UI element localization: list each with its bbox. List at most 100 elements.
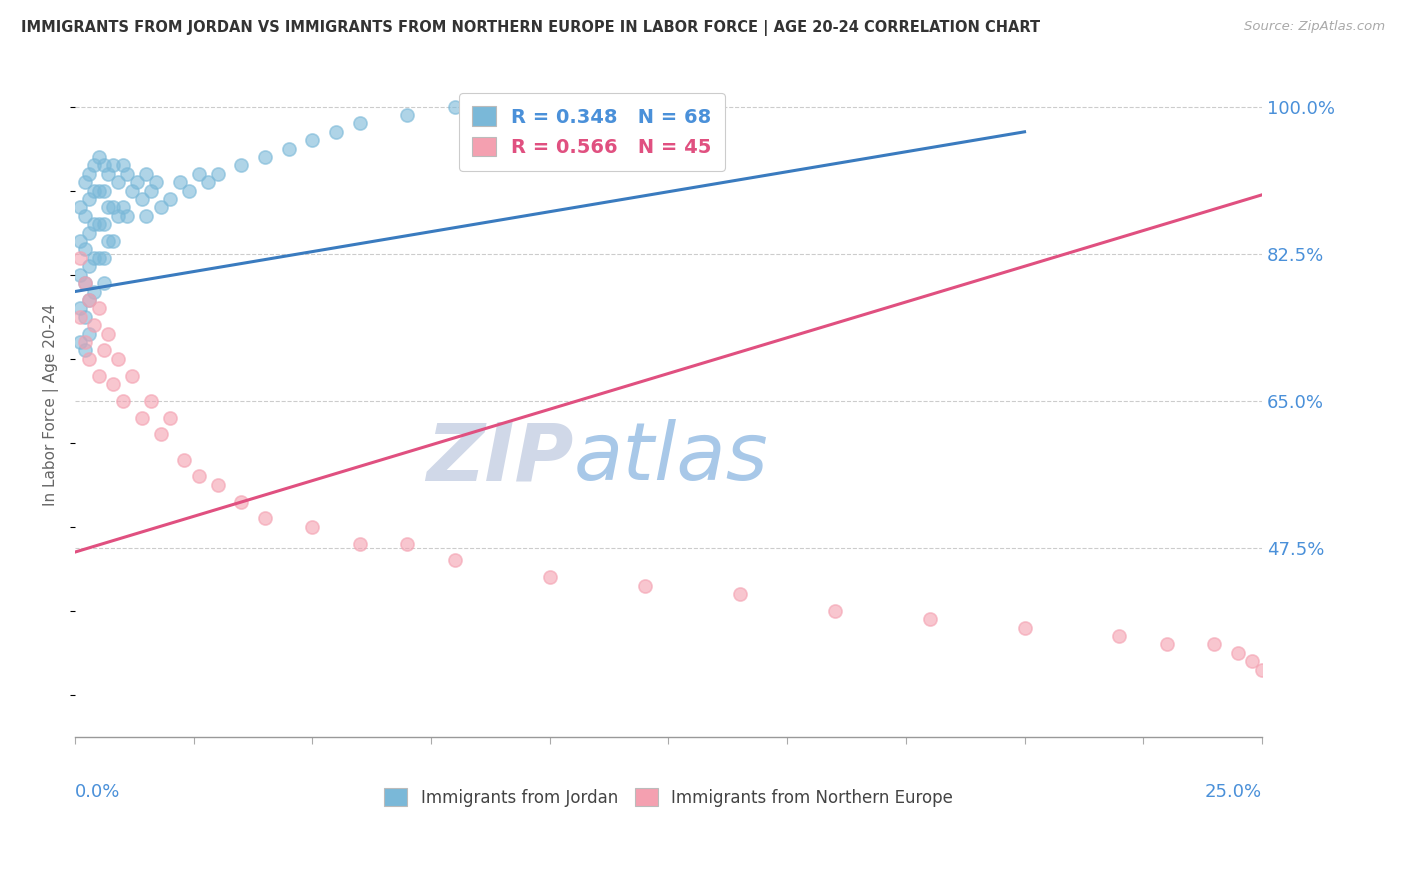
Point	[97, 167, 120, 181]
Point	[444, 100, 467, 114]
Point	[231, 494, 253, 508]
Point	[83, 285, 105, 299]
Point	[79, 260, 101, 274]
Point	[173, 452, 195, 467]
Point	[73, 209, 96, 223]
Point	[79, 326, 101, 341]
Point	[1346, 713, 1368, 727]
Point	[93, 343, 115, 358]
Point	[107, 175, 129, 189]
Text: IMMIGRANTS FROM JORDAN VS IMMIGRANTS FROM NORTHERN EUROPE IN LABOR FORCE | AGE 2: IMMIGRANTS FROM JORDAN VS IMMIGRANTS FRO…	[21, 20, 1040, 36]
Point	[231, 158, 253, 172]
Point	[301, 520, 323, 534]
Point	[1251, 663, 1274, 677]
Point	[97, 234, 120, 248]
Point	[111, 393, 134, 408]
Point	[93, 184, 115, 198]
Point	[444, 553, 467, 567]
Point	[79, 167, 101, 181]
Point	[101, 376, 124, 391]
Point	[491, 100, 513, 114]
Point	[117, 167, 139, 181]
Point	[101, 201, 124, 215]
Point	[396, 108, 419, 122]
Point	[139, 184, 162, 198]
Point	[159, 192, 181, 206]
Point	[83, 158, 105, 172]
Point	[1298, 696, 1320, 710]
Point	[73, 276, 96, 290]
Text: atlas: atlas	[574, 419, 768, 497]
Point	[73, 243, 96, 257]
Point	[301, 133, 323, 147]
Point	[73, 276, 96, 290]
Point	[253, 150, 276, 164]
Point	[87, 251, 110, 265]
Point	[93, 158, 115, 172]
Point	[135, 209, 157, 223]
Point	[117, 209, 139, 223]
Point	[149, 201, 172, 215]
Point	[83, 184, 105, 198]
Point	[1108, 629, 1130, 643]
Point	[83, 251, 105, 265]
Point	[396, 536, 419, 550]
Point	[1274, 688, 1296, 702]
Point	[207, 478, 229, 492]
Point	[69, 251, 91, 265]
Point	[1322, 705, 1344, 719]
Point	[87, 217, 110, 231]
Point	[87, 184, 110, 198]
Point	[93, 217, 115, 231]
Point	[79, 293, 101, 307]
Point	[253, 511, 276, 525]
Point	[97, 326, 120, 341]
Point	[83, 217, 105, 231]
Point	[538, 570, 561, 584]
Text: 25.0%: 25.0%	[1205, 783, 1263, 801]
Point	[349, 536, 371, 550]
Point	[145, 175, 167, 189]
Point	[73, 343, 96, 358]
Point	[169, 175, 191, 189]
Point	[159, 410, 181, 425]
Text: ZIP: ZIP	[426, 419, 574, 497]
Point	[69, 301, 91, 316]
Point	[107, 209, 129, 223]
Point	[207, 167, 229, 181]
Text: 0.0%: 0.0%	[75, 783, 121, 801]
Point	[83, 318, 105, 332]
Point	[197, 175, 219, 189]
Point	[187, 469, 209, 483]
Text: Source: ZipAtlas.com: Source: ZipAtlas.com	[1244, 20, 1385, 33]
Point	[69, 310, 91, 324]
Point	[277, 142, 299, 156]
Point	[107, 351, 129, 366]
Point	[101, 234, 124, 248]
Y-axis label: In Labor Force | Age 20-24: In Labor Force | Age 20-24	[44, 304, 59, 506]
Point	[1156, 638, 1178, 652]
Point	[325, 125, 347, 139]
Point	[69, 234, 91, 248]
Point	[131, 410, 153, 425]
Point	[918, 612, 941, 626]
Point	[681, 100, 703, 114]
Point	[1260, 671, 1282, 685]
Point	[177, 184, 200, 198]
Point	[1014, 621, 1036, 635]
Point	[824, 604, 846, 618]
Point	[728, 587, 751, 601]
Point	[149, 427, 172, 442]
Point	[69, 268, 91, 282]
Point	[121, 368, 143, 383]
Point	[79, 293, 101, 307]
Point	[87, 150, 110, 164]
Point	[111, 158, 134, 172]
Point	[73, 334, 96, 349]
Point	[79, 351, 101, 366]
Point	[1227, 646, 1250, 660]
Point	[93, 276, 115, 290]
Point	[73, 175, 96, 189]
Point	[69, 201, 91, 215]
Point	[79, 226, 101, 240]
